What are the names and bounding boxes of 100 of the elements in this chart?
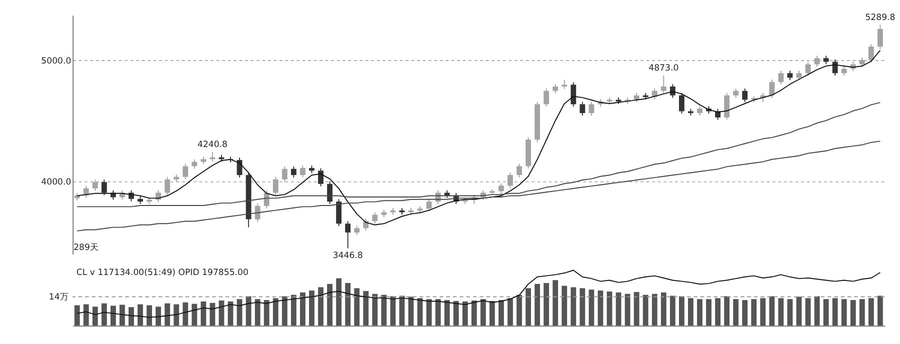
y-tick-label: 4000.0	[41, 178, 72, 188]
candlestick	[345, 220, 351, 249]
bar	[453, 300, 459, 326]
bar	[174, 304, 180, 326]
bar	[697, 299, 702, 326]
bar	[642, 294, 648, 326]
candlestick	[101, 179, 107, 196]
candlestick	[769, 79, 775, 98]
candlestick	[516, 163, 522, 178]
bar	[796, 296, 802, 326]
bar	[859, 299, 865, 326]
bar	[83, 304, 89, 326]
bar	[92, 306, 98, 326]
bar	[120, 304, 125, 326]
candlestick	[182, 163, 188, 180]
bar	[868, 298, 874, 326]
bar	[706, 299, 712, 326]
candlestick	[426, 198, 432, 212]
candlestick	[562, 79, 568, 90]
bar	[164, 303, 170, 326]
bar	[660, 292, 666, 326]
bar	[101, 303, 107, 326]
bar	[128, 307, 134, 326]
bar	[336, 278, 342, 326]
candlestick	[192, 158, 198, 170]
candlestick	[634, 92, 640, 103]
bar	[182, 302, 188, 326]
bar	[544, 282, 550, 326]
bar	[444, 300, 450, 326]
bar	[264, 300, 270, 326]
bar	[832, 298, 838, 326]
candlestick	[733, 88, 739, 98]
bar	[345, 282, 351, 326]
bar	[156, 306, 162, 326]
bar	[327, 284, 332, 326]
bar	[715, 298, 720, 326]
bar	[390, 296, 396, 326]
bar	[508, 298, 513, 326]
candlestick	[588, 101, 594, 116]
bar	[372, 294, 378, 326]
bar	[652, 294, 658, 326]
annotation: 5289.8	[865, 13, 896, 24]
bar	[598, 290, 604, 326]
candlestick	[877, 24, 883, 50]
bar	[146, 305, 152, 326]
bar	[309, 290, 314, 326]
bar	[616, 292, 622, 326]
bar	[588, 290, 594, 326]
candlestick	[580, 101, 586, 116]
bar	[138, 304, 143, 326]
bar	[471, 300, 477, 326]
bar	[498, 300, 504, 326]
bar	[552, 280, 558, 326]
candlestick	[697, 106, 702, 116]
bar	[742, 300, 748, 326]
candlestick	[670, 84, 676, 98]
bar	[733, 299, 739, 326]
bar	[300, 292, 306, 326]
bar	[562, 286, 568, 326]
bar	[318, 287, 324, 326]
bar	[624, 294, 630, 326]
bar	[688, 298, 694, 326]
bar	[282, 296, 288, 326]
candlestick	[742, 88, 748, 103]
ref-line-label: 14万	[48, 292, 69, 303]
annotation: CL v 117134.00(51:49) OPID 197855.00	[76, 268, 248, 278]
bar	[426, 299, 432, 326]
bar	[74, 305, 80, 326]
candlestick	[778, 70, 784, 85]
bar	[606, 292, 612, 326]
bar	[110, 306, 116, 326]
bar	[236, 299, 242, 326]
bar	[670, 296, 676, 326]
annotation: 289天	[74, 242, 99, 254]
candlestick	[327, 180, 332, 204]
bar	[290, 294, 296, 326]
bar	[769, 296, 775, 326]
candlestick	[318, 168, 324, 187]
annotation: 4873.0	[648, 64, 679, 74]
bar	[580, 288, 586, 326]
bar	[823, 299, 829, 326]
candlestick	[372, 212, 378, 224]
bar	[192, 304, 198, 326]
bar	[570, 287, 576, 326]
candlestick	[354, 225, 360, 236]
candlestick	[552, 84, 558, 94]
bar	[246, 296, 252, 326]
candlestick	[264, 190, 270, 209]
bar	[354, 288, 360, 326]
bar	[516, 294, 522, 326]
candlestick	[254, 203, 260, 222]
bar	[850, 300, 856, 326]
bar	[751, 299, 757, 326]
bar	[200, 301, 206, 326]
bar	[363, 291, 369, 326]
bar	[381, 294, 387, 326]
bar	[841, 299, 847, 326]
bar	[814, 296, 820, 326]
candlestick	[336, 198, 342, 227]
candlestick	[660, 74, 666, 94]
